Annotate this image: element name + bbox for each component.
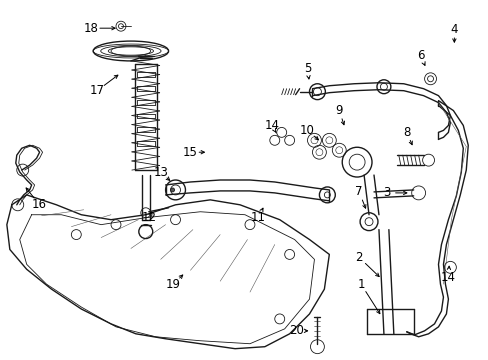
Text: 4: 4 xyxy=(450,23,457,36)
Text: 3: 3 xyxy=(383,186,390,199)
Text: 15: 15 xyxy=(183,146,198,159)
Text: 14: 14 xyxy=(264,119,279,132)
Circle shape xyxy=(170,188,174,192)
Text: 18: 18 xyxy=(83,22,99,35)
Text: 10: 10 xyxy=(300,124,314,137)
Text: 7: 7 xyxy=(355,185,362,198)
Text: 13: 13 xyxy=(153,166,168,179)
Text: 1: 1 xyxy=(357,278,364,291)
Text: 19: 19 xyxy=(166,278,181,291)
Text: 14: 14 xyxy=(440,271,455,284)
Text: 20: 20 xyxy=(288,324,304,337)
Text: 17: 17 xyxy=(89,84,104,97)
Text: 9: 9 xyxy=(335,104,342,117)
Text: 16: 16 xyxy=(32,198,47,211)
Text: 12: 12 xyxy=(141,211,156,224)
Text: 6: 6 xyxy=(416,49,424,63)
Text: 11: 11 xyxy=(250,211,265,224)
Text: 5: 5 xyxy=(303,62,310,75)
Text: 2: 2 xyxy=(355,251,362,264)
Text: 8: 8 xyxy=(402,126,409,139)
